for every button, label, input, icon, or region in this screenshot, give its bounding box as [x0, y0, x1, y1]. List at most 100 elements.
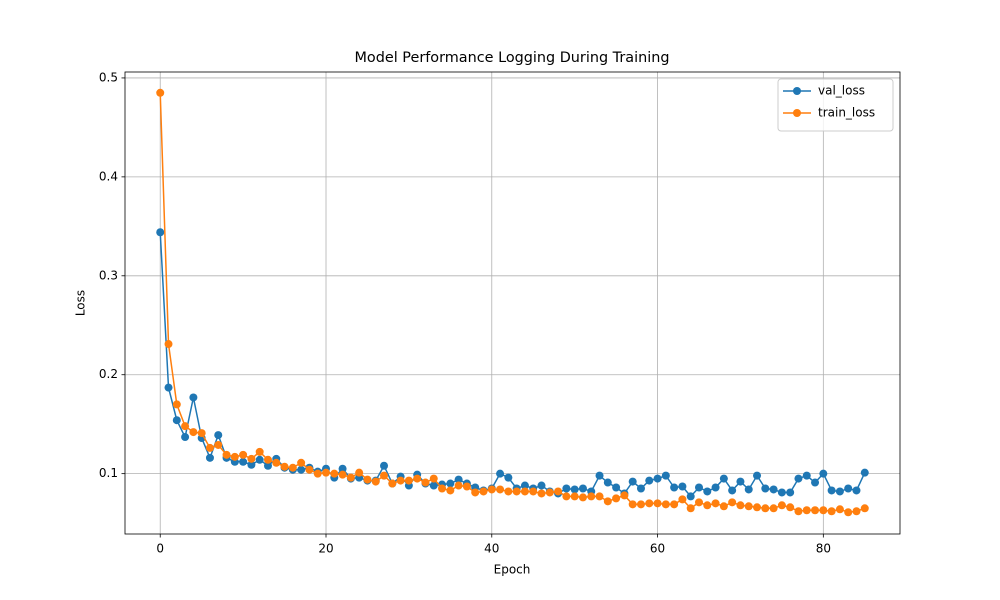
data-point [827, 486, 836, 495]
data-point [719, 474, 728, 483]
data-point [744, 502, 753, 511]
data-point [214, 440, 223, 449]
data-point [288, 463, 297, 472]
data-point [761, 484, 770, 493]
data-point [172, 416, 181, 425]
data-point [827, 507, 836, 516]
legend-box [777, 78, 894, 132]
data-point [852, 507, 861, 516]
data-point [438, 484, 447, 493]
data-point [396, 476, 405, 485]
y-axis-label: Loss [74, 290, 88, 316]
x-tick-label: 60 [650, 542, 665, 556]
data-point [263, 461, 272, 470]
data-point [753, 471, 762, 480]
data-point [554, 487, 563, 496]
data-point [537, 489, 546, 498]
data-point [413, 474, 422, 483]
data-point [363, 475, 372, 484]
x-tick-label: 20 [318, 542, 333, 556]
data-point [545, 488, 554, 497]
data-point [769, 504, 778, 513]
data-point [462, 482, 471, 491]
data-point [860, 468, 869, 477]
data-point [222, 450, 231, 459]
data-point [338, 464, 347, 473]
data-point [686, 504, 695, 513]
data-point [802, 471, 811, 480]
y-tick-label: 0.1 [99, 466, 118, 480]
data-point [380, 461, 389, 470]
data-point [811, 506, 820, 515]
data-point [578, 484, 587, 493]
data-point [802, 506, 811, 515]
data-point [247, 460, 256, 469]
data-point [520, 487, 529, 496]
data-point [636, 484, 645, 493]
data-point [156, 228, 165, 237]
data-point [777, 488, 786, 497]
data-point [164, 340, 173, 349]
data-point [794, 474, 803, 483]
data-point [263, 455, 272, 464]
data-point [636, 500, 645, 509]
data-point [811, 478, 820, 487]
legend: val_loss train_loss [777, 78, 894, 132]
data-point [794, 507, 803, 516]
data-point [753, 503, 762, 512]
data-point [703, 487, 712, 496]
plot-frame [124, 71, 901, 535]
x-tick-label: 80 [816, 542, 831, 556]
data-point [280, 462, 289, 471]
data-point [446, 479, 455, 488]
data-point [786, 503, 795, 512]
data-point [239, 450, 248, 459]
data-point [371, 477, 380, 486]
data-point [736, 501, 745, 510]
data-point [479, 487, 488, 496]
data-point [786, 488, 795, 497]
data-point [189, 428, 198, 437]
data-point [189, 393, 198, 402]
data-point [603, 478, 612, 487]
data-point [578, 493, 587, 502]
data-point [562, 492, 571, 501]
data-point [719, 502, 728, 511]
data-point [678, 482, 687, 491]
data-point [844, 508, 853, 517]
data-point [645, 476, 654, 485]
data-point [612, 483, 621, 492]
data-point [388, 479, 397, 488]
data-point [496, 485, 505, 494]
y-tick-label: 0.5 [99, 70, 118, 84]
data-point [380, 471, 389, 480]
y-tick-label: 0.2 [99, 367, 118, 381]
data-point [661, 471, 670, 480]
data-point [205, 443, 214, 452]
data-point [661, 500, 670, 509]
data-point [255, 447, 264, 456]
data-point [272, 458, 281, 467]
data-point [620, 491, 629, 500]
data-point [205, 453, 214, 462]
data-point [852, 486, 861, 495]
data-point [156, 88, 165, 97]
data-point [819, 469, 828, 478]
data-point [761, 504, 770, 513]
data-point [595, 471, 604, 480]
data-point [686, 492, 695, 501]
data-point [313, 469, 322, 478]
data-point [197, 429, 206, 438]
data-point [181, 422, 190, 431]
x-tick-label: 0 [156, 542, 164, 556]
data-point [860, 504, 869, 513]
data-point [562, 484, 571, 493]
data-point [338, 470, 347, 479]
x-tick-label: 40 [484, 542, 499, 556]
data-point [446, 486, 455, 495]
data-point [247, 454, 256, 463]
data-point [703, 501, 712, 510]
data-point [711, 499, 720, 508]
data-point [694, 498, 703, 507]
data-point [355, 468, 364, 477]
